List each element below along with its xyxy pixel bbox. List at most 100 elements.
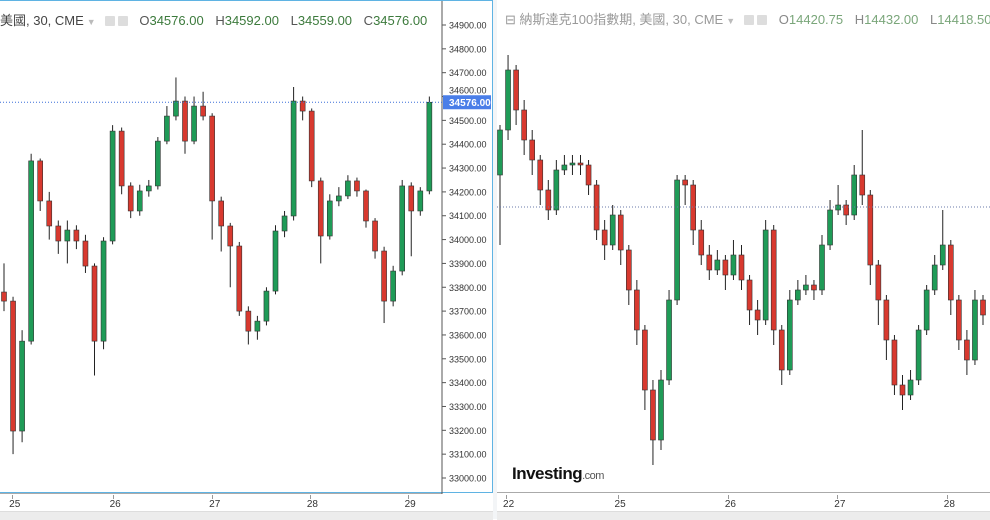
candle-body [811,284,817,291]
gear-icon[interactable] [757,15,768,25]
candle-body [146,185,152,192]
candle-body [899,384,906,396]
candle-body [698,229,705,256]
candle-body [1,291,7,302]
candle-body [827,209,833,246]
right-bottom-toolbar[interactable] [497,511,990,520]
candle-body [19,340,25,432]
candle-body [254,320,261,332]
eye-icon[interactable] [744,15,755,25]
x-tick-label: 25 [9,499,21,510]
right-time-axis[interactable]: 22 25 26 27 28 [497,493,990,510]
candle-body [617,214,624,251]
candle-body [738,254,745,281]
left-chart-pane[interactable]: 美國, 30, CME ▼ O34576.00 H34592.00 L34559.… [0,0,493,494]
collapse-icon[interactable]: ⊟ [505,12,520,27]
candle-body [956,299,962,341]
right-symbol-title[interactable]: 納斯達克100指數期, 美國, 30, CME [519,12,724,27]
candle-body [642,329,648,391]
candle-body [658,379,664,441]
candle-body [770,229,777,331]
chevron-down-icon[interactable]: ▼ [726,16,736,26]
candle-body [730,254,737,276]
candle-body [363,190,369,222]
chevron-down-icon[interactable]: ▼ [86,17,96,27]
candle-body [46,200,53,227]
candle-body [345,180,351,197]
right-legend: ⊟ 納斯達克100指數期, 美國, 30, CME ▼ O14420.75 H14… [505,9,990,28]
ohlc-high: H14432.00 [854,12,919,27]
candle-body [272,230,279,292]
candle-body [299,100,306,112]
y-tick-label: 34500.00 [449,116,487,126]
candle-body [326,200,333,237]
pane-divider[interactable] [493,0,497,519]
candle-body [317,180,324,237]
y-tick-label: 33800.00 [449,283,487,293]
candle-body [521,109,527,141]
candle-body [109,130,116,242]
candle-body [923,289,930,331]
y-tick-label: 34400.00 [449,140,487,150]
ohlc-low: L14418.50 [930,12,990,27]
right-chart-pane[interactable]: ⊟ 納斯達克100指數期, 美國, 30, CME ▼ O14420.75 H14… [497,0,990,493]
candle-body [263,290,270,322]
x-tick: 26 [110,495,121,510]
investing-logo: Investing.com [512,464,604,483]
candle-body [209,115,215,202]
x-tick-label: 22 [503,499,515,510]
x-tick-label: 28 [306,499,318,510]
y-tick-label: 33600.00 [449,330,487,340]
y-tick-label: 33400.00 [449,378,487,388]
y-tick-label: 34100.00 [449,211,487,221]
candle-body [28,160,34,342]
candle-body [650,389,656,441]
candle-body [308,110,315,182]
x-tick-label: 28 [943,499,955,510]
candle-body [666,299,672,381]
y-tick-label: 34200.00 [449,187,487,197]
y-tick-label: 33200.00 [449,426,487,436]
candle-body [537,159,544,191]
candle-body [746,279,753,311]
x-tick: 29 [405,495,416,510]
candle-body [706,254,713,271]
candle-body [553,169,560,211]
eye-icon[interactable] [104,16,115,26]
candle-body [497,129,503,176]
candle-body [155,140,161,187]
candle-body [947,244,954,301]
candle-body [399,185,406,272]
candle-body [545,189,552,211]
candle-body [674,179,680,301]
y-tick-label: 34600.00 [449,86,487,96]
right-candlestick-chart[interactable] [497,0,990,493]
left-symbol-title[interactable]: 美國, 30, CME [0,13,84,28]
y-tick-label: 34800.00 [449,44,487,54]
x-tick: 22 [503,495,514,510]
candle-body [417,190,424,212]
candle-body [55,225,62,242]
candle-body [803,284,809,291]
candle-body [754,309,761,321]
left-bottom-toolbar[interactable] [0,511,493,520]
candle-body [191,105,197,142]
left-time-axis[interactable]: 25 26 27 28 29 [0,493,442,510]
x-tick-label: 26 [724,499,736,510]
candle-body [851,174,858,216]
candle-body [843,204,849,216]
candle-body [577,162,584,166]
y-tick-label: 33100.00 [449,450,487,460]
candle-body [118,130,125,187]
left-candlestick-chart[interactable]: 34900.00 34800.00 34700.00 34600.00 34500.00… [0,1,492,494]
ohlc-close: C34576.00 [363,13,428,28]
x-tick-label: 29 [404,499,416,510]
gear-icon[interactable] [117,16,128,26]
x-tick: 27 [209,495,220,510]
x-tick-label: 27 [834,499,846,510]
candle-body [381,250,387,302]
candle-body [931,264,938,291]
y-tick-label: 33300.00 [449,402,487,412]
candle-body [609,214,616,246]
candle-body [173,100,179,117]
